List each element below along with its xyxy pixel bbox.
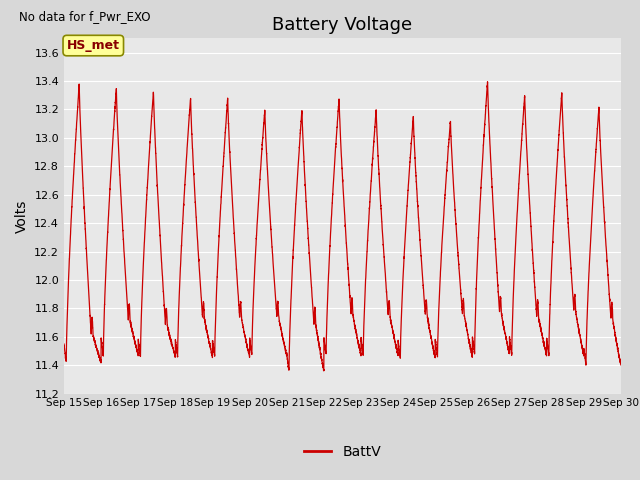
- Legend: BattV: BattV: [298, 440, 387, 465]
- Text: No data for f_Pwr_EXO: No data for f_Pwr_EXO: [19, 10, 151, 23]
- Text: HS_met: HS_met: [67, 39, 120, 52]
- Title: Battery Voltage: Battery Voltage: [273, 16, 412, 34]
- Y-axis label: Volts: Volts: [15, 199, 29, 233]
